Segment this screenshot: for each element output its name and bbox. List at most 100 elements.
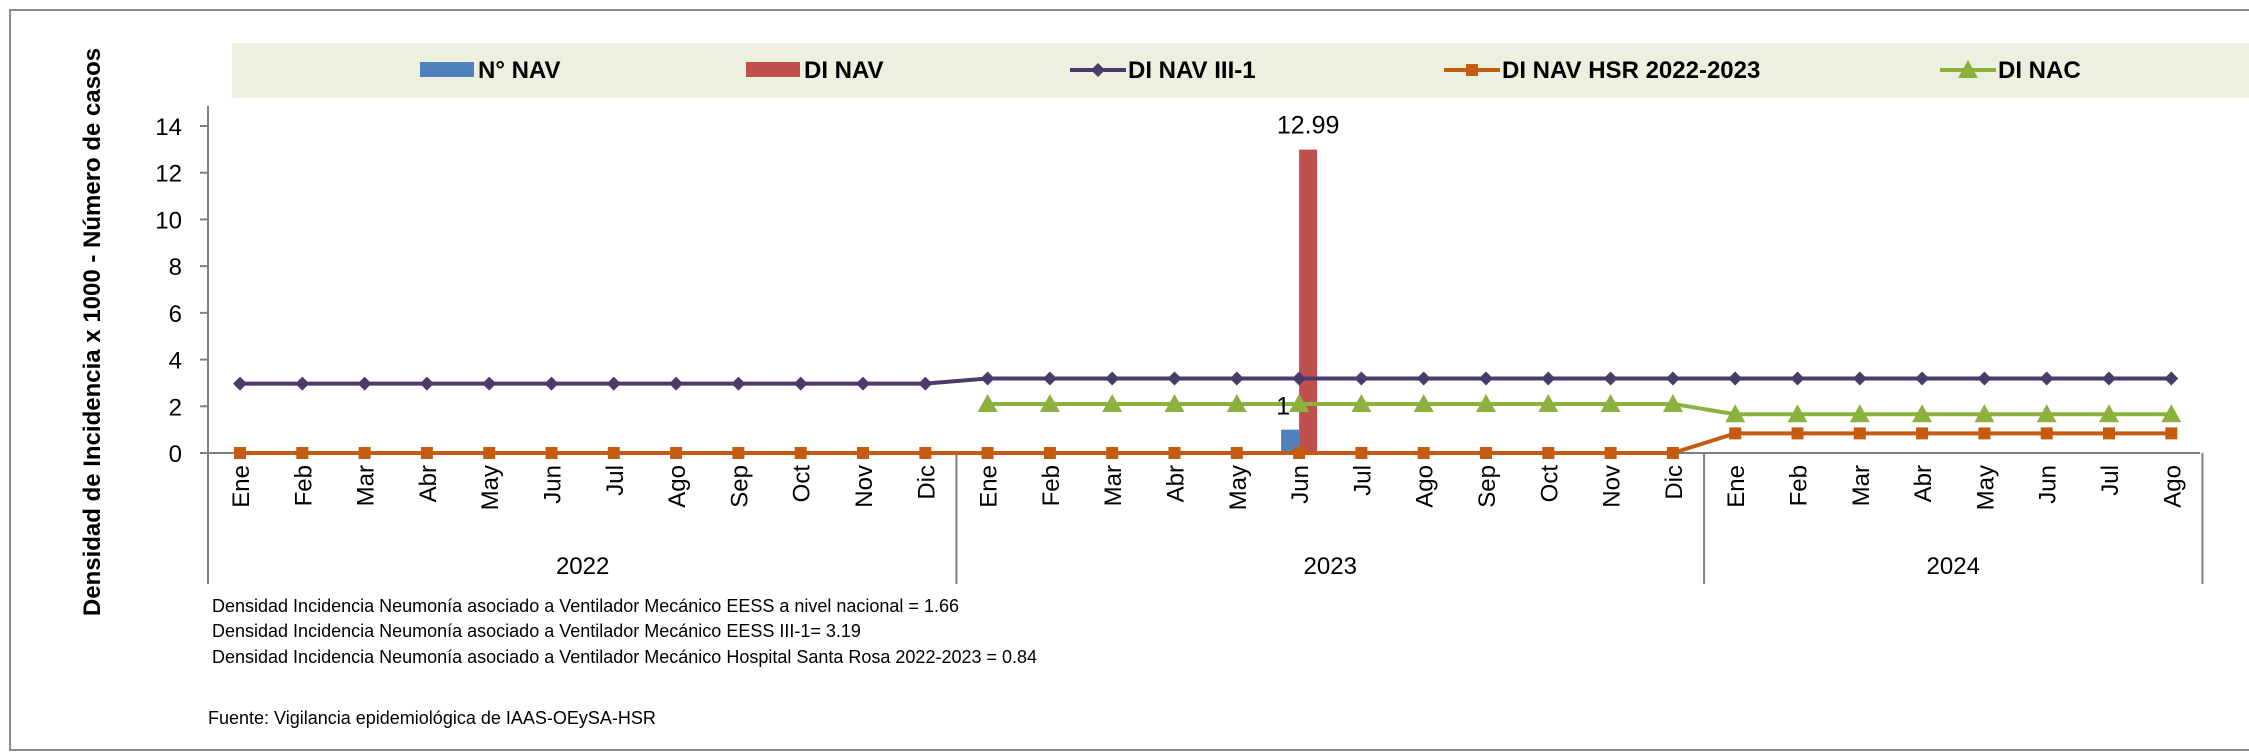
data-labels: 112.99 [1276,112,1339,421]
marker-di-nav-iii-1 [357,376,372,391]
legend-label: N° NAV [478,57,561,84]
x-tick-label: Abr [1910,465,1937,502]
y-tick-label: 10 [155,207,182,234]
x-tick-label: Oct [1536,465,1563,503]
legend-marker [1091,63,1105,77]
marker-di-nav-hsr-2022-2023 [1791,427,1804,440]
legend-label: DI NAV III-1 [1128,57,1256,84]
marker-di-nac [1974,404,1995,423]
series-line-di-nac [987,401,2172,417]
marker-di-nav-hsr-2022-2023 [545,447,558,459]
x-tick-label: Jun [1287,465,1314,504]
marker-di-nac [2036,404,2057,423]
x-tick-label: Mar [1848,465,1875,506]
x-tick-label: May [477,465,504,510]
marker-di-nav-iii-1 [1852,371,1867,386]
marker-di-nac [1662,393,1683,412]
marker-di-nav-hsr-2022-2023 [1417,447,1430,459]
marker-di-nav-iii-1 [1790,371,1805,386]
marker-di-nav-hsr-2022-2023 [296,447,309,459]
x-tick-label: Ago [2159,465,2186,508]
year-label-2024: 2024 [1927,553,1980,580]
marker-di-nac [1476,393,1496,412]
marker-di-nav-hsr-2022-2023 [420,447,433,459]
data-label-di-nav: 12.99 [1277,112,1340,140]
year-label-2023: 2023 [1304,553,1357,580]
marker-di-nav-iii-1 [295,376,310,391]
marker-di-nav-hsr-2022-2023 [1355,447,1368,459]
marker-di-nav-hsr-2022-2023 [483,447,496,459]
marker-di-nav-hsr-2022-2023 [2040,427,2053,440]
legend: N° NAV DI NAV DI NAV III-1 DI NAV HSR 2022-… [420,57,2081,84]
marker-di-nav-iii-1 [918,376,933,391]
marker-di-nav-iii-1 [1728,371,1743,386]
x-tick-label: Feb [1038,465,1065,506]
marker-di-nac [2099,404,2119,423]
marker-di-nav-iii-1 [1541,371,1556,386]
marker-di-nav-iii-1 [1167,371,1182,386]
x-tick-label: Nov [851,465,878,508]
marker-di-nav-hsr-2022-2023 [919,447,932,459]
marker-di-nac [1849,404,1870,423]
marker-di-nav-hsr-2022-2023 [1293,447,1306,459]
x-tick-label: May [1225,465,1252,510]
legend-item-n-nav: N° NAV [420,57,561,84]
marker-di-nav-iii-1 [1292,371,1307,386]
marker-di-nav-iii-1 [1479,371,1493,386]
x-tick-label: Oct [789,465,816,503]
marker-di-nav-iii-1 [419,376,434,391]
x-tick-label: May [1972,465,1999,510]
x-tick-label: Abr [415,465,442,502]
marker-di-nav-hsr-2022-2023 [670,447,683,459]
y-tick-label: 4 [169,348,182,375]
x-tick-label: Jul [602,465,629,496]
marker-di-nav-iii-1 [606,376,621,391]
x-tick-label: Ene [1723,465,1750,508]
marker-di-nav-hsr-2022-2023 [1978,427,1991,440]
source-note: Fuente: Vigilancia epidemiológica de IAA… [208,708,656,728]
series-lines [233,371,2182,459]
x-tick-label: Ago [1412,465,1439,508]
marker-di-nav-iii-1 [1665,371,1680,386]
y-axis-title: Densidad de Incidencia x 1000 - Número d… [79,48,106,616]
marker-di-nav-iii-1 [731,376,746,391]
marker-di-nav-hsr-2022-2023 [1666,447,1679,459]
note-national: Densidad Incidencia Neumonía asociado a … [212,596,959,616]
marker-di-nac [1538,393,1559,412]
marker-di-nav-hsr-2022-2023 [1916,427,1929,440]
x-tick-label: Ene [228,465,255,508]
marker-di-nav-iii-1 [1915,371,1930,386]
marker-di-nav-iii-1 [2039,371,2054,386]
legend-swatch [746,62,800,77]
legend-label: DI NAC [1998,57,2081,84]
marker-di-nac [1351,393,1372,412]
series-line-di-nav-hsr-2022-2023 [240,431,2172,455]
note-hospital-santa-rosa: Densidad Incidencia Neumonía asociado a … [212,647,1037,667]
marker-di-nav-hsr-2022-2023 [1043,447,1056,459]
marker-di-nav-hsr-2022-2023 [358,447,371,459]
marker-di-nac [1226,393,1247,412]
marker-di-nav-iii-1 [1603,371,1618,386]
marker-di-nav-iii-1 [980,371,995,386]
marker-di-nac [1600,393,1621,412]
x-tick-label: Jul [2097,465,2124,496]
marker-di-nav-iii-1 [1416,371,1431,386]
marker-di-nac [1725,404,1746,423]
note-eess-iii-1: Densidad Incidencia Neumonía asociado a … [212,621,861,641]
x-tick-label: Abr [1163,465,1190,502]
marker-di-nac [977,393,998,412]
x-tick-label: Nov [1599,465,1626,508]
marker-di-nac [2161,404,2182,423]
marker-di-nav-iii-1 [2164,371,2179,386]
marker-di-nav-hsr-2022-2023 [1604,447,1617,459]
marker-di-nav-hsr-2022-2023 [981,447,994,459]
marker-di-nav-iii-1 [544,376,559,391]
marker-di-nav-iii-1 [1229,371,1244,386]
marker-di-nav-hsr-2022-2023 [857,447,869,459]
marker-di-nac [1102,393,1123,412]
marker-di-nav-hsr-2022-2023 [2165,427,2178,440]
marker-di-nac [1164,393,1185,412]
x-tick-label: Dic [1661,465,1688,500]
marker-di-nac [1039,393,1060,412]
x-tick-label: Mar [1100,465,1127,506]
